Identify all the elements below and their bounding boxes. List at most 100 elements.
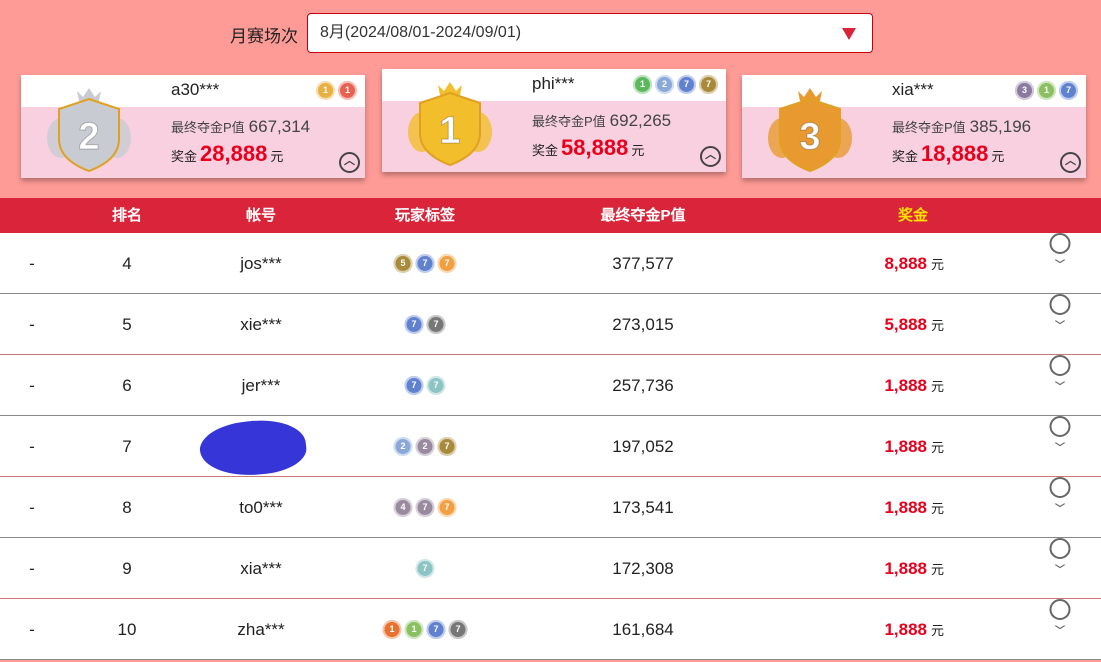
- prize-amount: 1,888: [884, 376, 927, 395]
- player-tag-badge-icon: 1: [316, 81, 335, 100]
- prize-label: 奖金: [532, 143, 559, 158]
- player-tag-badge-icon: 1: [404, 620, 424, 639]
- expand-chevron-down-icon[interactable]: ﹀: [1049, 233, 1071, 271]
- account: jer***: [241, 376, 281, 395]
- player-tag-badge-icon: 3: [1015, 81, 1034, 100]
- expand-chevron-down-icon[interactable]: ﹀: [1049, 599, 1071, 637]
- pvalue: 173,541: [612, 498, 674, 517]
- player-tag-badge-icon: 7: [437, 437, 457, 456]
- svg-text:3: 3: [799, 116, 820, 158]
- player-tag-badge-icon: 7: [699, 75, 718, 94]
- rank-change: -: [29, 620, 35, 639]
- pvalue: 257,736: [612, 376, 674, 395]
- player-tag-badge-icon: 7: [415, 254, 435, 273]
- podium-account: xia***: [892, 80, 934, 99]
- svg-text:1: 1: [439, 110, 460, 152]
- pvalue: 377,577: [612, 254, 674, 273]
- player-tag-badge-icon: 7: [1059, 81, 1078, 100]
- month-filter-label: 月赛场次: [230, 27, 298, 46]
- player-tag-badge-icon: 7: [677, 75, 696, 94]
- header-tags: 玩家标签: [394, 207, 456, 224]
- rank: 10: [117, 620, 137, 639]
- player-tag-badge-icon: 2: [655, 75, 674, 94]
- header-prize: 奖金: [897, 207, 929, 224]
- prize-amount: 1,888: [884, 437, 927, 456]
- prize-unit: 元: [631, 143, 645, 158]
- pvalue: 667,314: [248, 117, 311, 136]
- pvalue: 385,196: [969, 117, 1032, 136]
- pvalue: 692,265: [609, 111, 672, 130]
- collapse-chevron-up-icon[interactable]: ︿: [700, 146, 721, 167]
- dropdown-arrow-icon: [842, 28, 856, 40]
- prize-amount: 18,888: [921, 141, 989, 166]
- player-tag-badge-icon: 7: [437, 254, 457, 273]
- prize-unit: 元: [930, 501, 944, 516]
- month-select[interactable]: 8月(2024/08/01-2024/09/01): [307, 13, 873, 53]
- expand-chevron-down-icon[interactable]: ﹀: [1049, 416, 1071, 454]
- player-tag-badge-icon: 7: [426, 376, 446, 395]
- pvalue: 273,015: [612, 315, 674, 334]
- player-tag-badge-icon: 7: [426, 620, 446, 639]
- prize-unit: 元: [930, 562, 944, 577]
- rank-change: -: [29, 254, 35, 273]
- pvalue-label: 最终夺金P值: [892, 120, 966, 135]
- expand-chevron-down-icon[interactable]: ﹀: [1049, 477, 1071, 515]
- player-tag-badge-icon: 7: [448, 620, 468, 639]
- prize-unit: 元: [270, 149, 284, 164]
- prize-unit: 元: [930, 623, 944, 638]
- rank-2-medal-icon: 2: [47, 88, 131, 173]
- header-rank: 排名: [111, 207, 143, 224]
- rank: 8: [122, 498, 132, 517]
- player-tag-badge-icon: 1: [1037, 81, 1056, 100]
- collapse-chevron-up-icon[interactable]: ︿: [339, 152, 360, 173]
- pvalue: 197,052: [612, 437, 674, 456]
- player-tag-badge-icon: 1: [338, 81, 357, 100]
- prize-unit: 元: [991, 149, 1005, 164]
- prize-amount: 58,888: [561, 135, 629, 160]
- header-pvalue: 最终夺金P值: [600, 207, 686, 224]
- rank: 4: [122, 254, 132, 273]
- prize-unit: 元: [930, 440, 944, 455]
- player-tag-badge-icon: 4: [393, 498, 413, 517]
- collapse-chevron-up-icon[interactable]: ︿: [1060, 152, 1081, 173]
- account: zha***: [237, 620, 285, 639]
- prize-label: 奖金: [892, 149, 919, 164]
- prize-amount: 5,888: [884, 315, 927, 334]
- account: jos***: [240, 254, 282, 273]
- rank: 7: [122, 437, 132, 456]
- player-tag-badge-icon: 7: [426, 315, 446, 334]
- prize-amount: 1,888: [884, 559, 927, 578]
- expand-chevron-down-icon[interactable]: ﹀: [1049, 294, 1071, 332]
- rank-change: -: [29, 315, 35, 334]
- rank-change: -: [29, 437, 35, 456]
- pvalue-label: 最终夺金P值: [532, 114, 606, 129]
- rank-change: -: [29, 376, 35, 395]
- player-tag-badge-icon: 1: [633, 75, 652, 94]
- expand-chevron-down-icon[interactable]: ﹀: [1049, 355, 1071, 393]
- podium-account: a30***: [171, 80, 220, 99]
- table-header: 排名 帐号 玩家标签 最终夺金P值 奖金: [0, 198, 1101, 233]
- pvalue: 172,308: [612, 559, 674, 578]
- prize-amount: 1,888: [884, 620, 927, 639]
- prize-amount: 28,888: [200, 141, 268, 166]
- account: to0***: [239, 498, 283, 517]
- player-tag-badge-icon: 1: [382, 620, 402, 639]
- table-row: - 9 xia*** 7 172,308 1,888 元 ﹀: [0, 538, 1101, 599]
- player-tag-badge-icon: 5: [393, 254, 413, 273]
- prize-amount: 8,888: [884, 254, 927, 273]
- pvalue: 161,684: [612, 620, 674, 639]
- podium-account: phi***: [532, 74, 575, 93]
- expand-chevron-down-icon[interactable]: ﹀: [1049, 538, 1071, 576]
- player-tag-badge-icon: 2: [393, 437, 413, 456]
- rank-change: -: [29, 559, 35, 578]
- player-tag-badge-icon: 7: [404, 315, 424, 334]
- rank-change: -: [29, 498, 35, 517]
